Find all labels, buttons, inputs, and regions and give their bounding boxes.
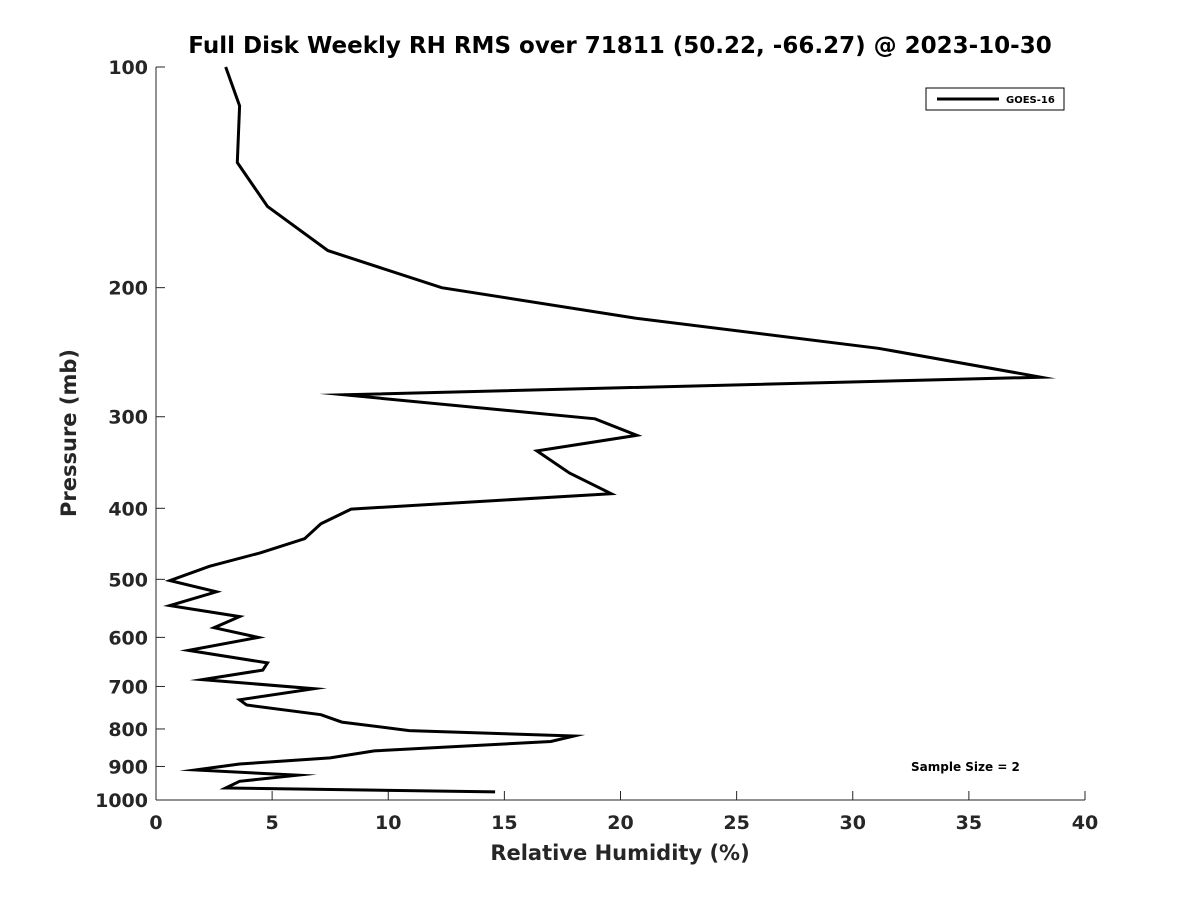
x-tick-label: 0 <box>149 812 162 834</box>
legend-label-goes-16: GOES-16 <box>1006 95 1055 106</box>
y-tick-label: 400 <box>108 498 148 520</box>
x-tick-label: 20 <box>607 812 633 834</box>
chart-title: Full Disk Weekly RH RMS over 71811 (50.2… <box>188 33 1051 59</box>
series-layer <box>163 66 1056 794</box>
x-tick-label: 15 <box>491 812 517 834</box>
y-tick-label: 300 <box>108 407 148 429</box>
x-axis-label: Relative Humidity (%) <box>490 841 749 865</box>
y-tick-label: 500 <box>108 569 148 591</box>
y-tick-label: 900 <box>108 756 148 778</box>
y-axis-label: Pressure (mb) <box>57 349 81 517</box>
y-tick-label: 800 <box>108 719 148 741</box>
x-ticks: 0 5 10 15 20 25 30 35 40 <box>149 791 1098 834</box>
x-tick-label: 10 <box>375 812 401 834</box>
y-tick-label: 600 <box>108 627 148 649</box>
y-tick-label: 700 <box>108 676 148 698</box>
legend: GOES-16 <box>925 87 1065 111</box>
x-tick-label: 40 <box>1072 812 1098 834</box>
y-tick-label: 200 <box>108 278 148 300</box>
x-tick-label: 30 <box>840 812 866 834</box>
y-tick-label: 100 <box>108 57 148 79</box>
x-tick-label: 35 <box>956 812 982 834</box>
y-ticks: 100 200 300 400 500 600 700 800 900 1000 <box>95 57 165 812</box>
series-line-goes-16 <box>163 66 1056 794</box>
sample-size-annotation: Sample Size = 2 <box>911 760 1020 774</box>
y-tick-label: 1000 <box>95 790 148 812</box>
x-tick-label: 25 <box>723 812 749 834</box>
x-tick-label: 5 <box>266 812 279 834</box>
